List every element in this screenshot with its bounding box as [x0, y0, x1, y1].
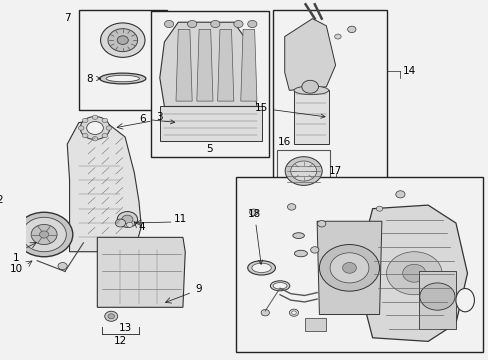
Circle shape [285, 157, 322, 185]
Ellipse shape [455, 288, 473, 312]
Text: 5: 5 [206, 144, 213, 154]
Circle shape [347, 26, 355, 33]
Circle shape [317, 221, 325, 227]
Circle shape [122, 215, 133, 224]
Circle shape [22, 217, 66, 252]
Circle shape [82, 118, 88, 122]
Circle shape [187, 21, 196, 28]
Circle shape [108, 29, 137, 51]
Circle shape [86, 122, 103, 134]
Circle shape [419, 283, 454, 310]
Polygon shape [304, 318, 325, 330]
Ellipse shape [106, 75, 139, 82]
Circle shape [395, 191, 404, 198]
Circle shape [342, 262, 356, 273]
Circle shape [301, 80, 318, 93]
Circle shape [386, 252, 441, 295]
Circle shape [16, 212, 73, 257]
Circle shape [78, 126, 84, 130]
Circle shape [319, 244, 379, 291]
Circle shape [117, 36, 128, 44]
Polygon shape [67, 119, 141, 252]
Text: 15: 15 [255, 103, 325, 118]
Circle shape [117, 212, 137, 227]
Circle shape [102, 118, 107, 122]
Text: 9: 9 [195, 284, 202, 294]
Circle shape [289, 309, 298, 316]
Circle shape [40, 231, 49, 238]
Polygon shape [97, 237, 185, 307]
Polygon shape [316, 221, 381, 315]
Circle shape [334, 34, 341, 39]
Text: 4: 4 [138, 222, 144, 232]
Circle shape [82, 134, 88, 138]
Circle shape [102, 134, 107, 138]
Ellipse shape [294, 250, 307, 257]
Ellipse shape [273, 283, 286, 289]
Circle shape [329, 253, 368, 283]
Circle shape [261, 310, 269, 316]
Circle shape [115, 219, 125, 227]
Circle shape [249, 209, 257, 216]
Text: 8: 8 [85, 73, 101, 84]
Circle shape [402, 264, 425, 282]
Circle shape [108, 314, 114, 319]
Text: 3: 3 [156, 112, 163, 122]
Ellipse shape [247, 261, 275, 275]
Circle shape [58, 262, 67, 270]
Circle shape [126, 222, 133, 227]
Text: 7: 7 [64, 13, 70, 23]
Circle shape [210, 21, 220, 28]
Circle shape [92, 136, 98, 141]
Circle shape [290, 161, 316, 181]
Text: 18: 18 [247, 210, 262, 264]
Polygon shape [363, 205, 467, 341]
Ellipse shape [100, 73, 145, 84]
Polygon shape [284, 19, 335, 90]
Circle shape [376, 206, 382, 211]
Polygon shape [160, 22, 256, 107]
Circle shape [310, 247, 318, 253]
Polygon shape [160, 107, 261, 140]
Circle shape [247, 21, 256, 28]
Text: 13: 13 [118, 323, 131, 333]
Circle shape [7, 207, 16, 214]
Circle shape [31, 225, 57, 244]
Text: 6: 6 [139, 114, 174, 124]
Bar [79, 10, 166, 110]
Bar [293, 90, 328, 144]
Circle shape [104, 311, 118, 321]
Ellipse shape [251, 263, 271, 273]
Circle shape [233, 21, 243, 28]
Polygon shape [196, 30, 213, 101]
Text: 17: 17 [328, 166, 342, 176]
Polygon shape [240, 30, 256, 101]
Text: 10: 10 [10, 264, 23, 274]
Ellipse shape [293, 86, 328, 95]
Circle shape [80, 117, 110, 139]
Text: 2: 2 [0, 195, 2, 205]
Text: 1: 1 [13, 253, 20, 263]
Bar [276, 149, 329, 191]
Text: 16: 16 [277, 137, 290, 147]
Text: 14: 14 [402, 66, 415, 76]
Circle shape [106, 126, 111, 130]
Circle shape [164, 21, 173, 28]
Circle shape [287, 204, 295, 210]
Polygon shape [418, 271, 455, 329]
Ellipse shape [270, 281, 289, 291]
Text: 11: 11 [174, 215, 187, 224]
Bar [150, 12, 268, 157]
Circle shape [101, 23, 144, 57]
Text: 12: 12 [114, 336, 127, 346]
Bar [273, 10, 386, 200]
Circle shape [291, 311, 296, 315]
Polygon shape [176, 30, 192, 101]
Polygon shape [217, 30, 233, 101]
Bar [236, 177, 482, 352]
Circle shape [92, 115, 98, 120]
Ellipse shape [292, 233, 304, 238]
